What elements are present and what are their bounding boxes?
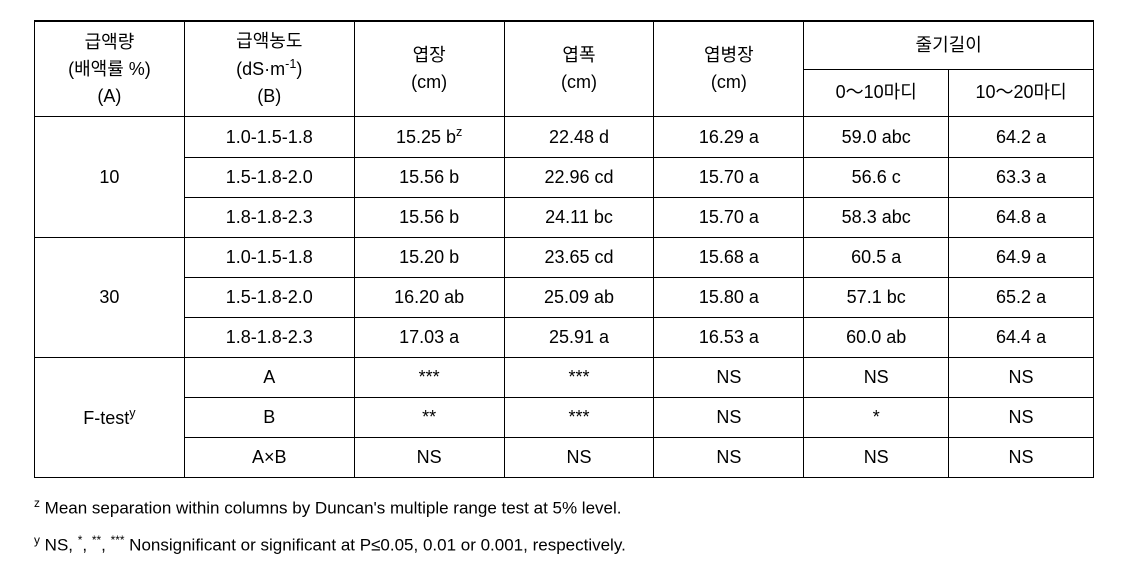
header-b-line1: 급액농도 (236, 31, 302, 51)
footnotes: z Mean separation within columns by Dunc… (34, 492, 1094, 562)
table-row: F-testy A *** *** NS NS NS (35, 358, 1094, 398)
cell: * (804, 398, 949, 438)
table-row: A×B NS NS NS NS NS (35, 438, 1094, 478)
header-a-line3: (A) (97, 86, 121, 106)
table-row: 1.8-1.8-2.3 15.56 b 24.11 bc 15.70 a 58.… (35, 198, 1094, 238)
cell: A×B (184, 438, 354, 478)
cell: 1.0-1.5-1.8 (184, 117, 354, 158)
header-e-line2: (cm) (711, 72, 747, 92)
cell: NS (949, 438, 1094, 478)
header-stem-sub2: 10～20마디 (949, 69, 1094, 116)
header-c-line2: (cm) (411, 72, 447, 92)
table-row: B ** *** NS * NS (35, 398, 1094, 438)
header-a-line1: 급액량 (85, 32, 135, 52)
header-b-line2: (dS·m (236, 59, 285, 79)
cell: 25.91 a (504, 318, 654, 358)
cell: 22.48 d (504, 117, 654, 158)
cell: NS (949, 398, 1094, 438)
cell: 15.56 b (354, 158, 504, 198)
group-label-10: 10 (35, 117, 185, 238)
cell: 58.3 abc (804, 198, 949, 238)
cell: 15.25 bz (354, 117, 504, 158)
cell: 15.68 a (654, 238, 804, 278)
table-row: 10 1.0-1.5-1.8 15.25 bz 22.48 d 16.29 a … (35, 117, 1094, 158)
footnote-z: z Mean separation within columns by Dunc… (34, 492, 1094, 525)
header-a: 급액량 (배액률 %) (A) (35, 21, 185, 117)
cell: 56.6 c (804, 158, 949, 198)
cell: 60.0 ab (804, 318, 949, 358)
cell: 24.11 bc (504, 198, 654, 238)
ftest-label: F-testy (35, 358, 185, 478)
header-b: 급액농도 (dS·m-1) (B) (184, 21, 354, 117)
cell: 64.4 a (949, 318, 1094, 358)
cell: *** (504, 398, 654, 438)
cell: 15.20 b (354, 238, 504, 278)
cell: 57.1 bc (804, 278, 949, 318)
cell: 1.0-1.5-1.8 (184, 238, 354, 278)
cell: NS (654, 358, 804, 398)
cell: 23.65 cd (504, 238, 654, 278)
cell: NS (504, 438, 654, 478)
table-row: 1.5-1.8-2.0 16.20 ab 25.09 ab 15.80 a 57… (35, 278, 1094, 318)
cell: 25.09 ab (504, 278, 654, 318)
header-b-sup: -1 (285, 57, 296, 71)
cell: NS (804, 358, 949, 398)
header-e: 엽병장 (cm) (654, 21, 804, 117)
footnote-z-text: Mean separation within columns by Duncan… (40, 499, 622, 518)
footnote-y: y NS, *, **, *** Nonsignificant or signi… (34, 529, 1094, 562)
cell: 65.2 a (949, 278, 1094, 318)
cell: B (184, 398, 354, 438)
cell: 1.5-1.8-2.0 (184, 158, 354, 198)
header-d-line1: 엽폭 (562, 45, 595, 65)
cell: 59.0 abc (804, 117, 949, 158)
header-stem: 줄기길이 (804, 21, 1094, 69)
header-row-1: 급액량 (배액률 %) (A) 급액농도 (dS·m-1) (B) 엽장 (cm… (35, 21, 1094, 69)
header-stem-label: 줄기길이 (916, 35, 982, 55)
header-a-line2: (배액률 %) (68, 59, 151, 79)
cell: 64.8 a (949, 198, 1094, 238)
cell: 1.5-1.8-2.0 (184, 278, 354, 318)
header-b-line2-close: ) (296, 59, 302, 79)
cell: NS (654, 438, 804, 478)
header-c: 엽장 (cm) (354, 21, 504, 117)
table-row: 1.5-1.8-2.0 15.56 b 22.96 cd 15.70 a 56.… (35, 158, 1094, 198)
data-table: 급액량 (배액률 %) (A) 급액농도 (dS·m-1) (B) 엽장 (cm… (34, 20, 1094, 478)
cell: *** (354, 358, 504, 398)
table-row: 1.8-1.8-2.3 17.03 a 25.91 a 16.53 a 60.0… (35, 318, 1094, 358)
cell: 1.8-1.8-2.3 (184, 318, 354, 358)
cell: 64.2 a (949, 117, 1094, 158)
cell: 17.03 a (354, 318, 504, 358)
header-d-line2: (cm) (561, 72, 597, 92)
header-d: 엽폭 (cm) (504, 21, 654, 117)
cell: 22.96 cd (504, 158, 654, 198)
cell: *** (504, 358, 654, 398)
table-row: 30 1.0-1.5-1.8 15.20 b 23.65 cd 15.68 a … (35, 238, 1094, 278)
cell: 1.8-1.8-2.3 (184, 198, 354, 238)
cell: 15.70 a (654, 158, 804, 198)
header-stem-sub1: 0～10마디 (804, 69, 949, 116)
header-e-line1: 엽병장 (704, 45, 754, 65)
group-label-30: 30 (35, 238, 185, 358)
cell: 63.3 a (949, 158, 1094, 198)
cell: NS (354, 438, 504, 478)
cell: 16.29 a (654, 117, 804, 158)
header-b-line3: (B) (257, 86, 281, 106)
cell: NS (949, 358, 1094, 398)
cell: 16.53 a (654, 318, 804, 358)
cell: A (184, 358, 354, 398)
cell: NS (804, 438, 949, 478)
cell: NS (654, 398, 804, 438)
cell: 15.70 a (654, 198, 804, 238)
header-c-line1: 엽장 (413, 45, 446, 65)
cell: 16.20 ab (354, 278, 504, 318)
cell: 15.56 b (354, 198, 504, 238)
cell: ** (354, 398, 504, 438)
cell: 15.80 a (654, 278, 804, 318)
cell: 60.5 a (804, 238, 949, 278)
cell: 64.9 a (949, 238, 1094, 278)
